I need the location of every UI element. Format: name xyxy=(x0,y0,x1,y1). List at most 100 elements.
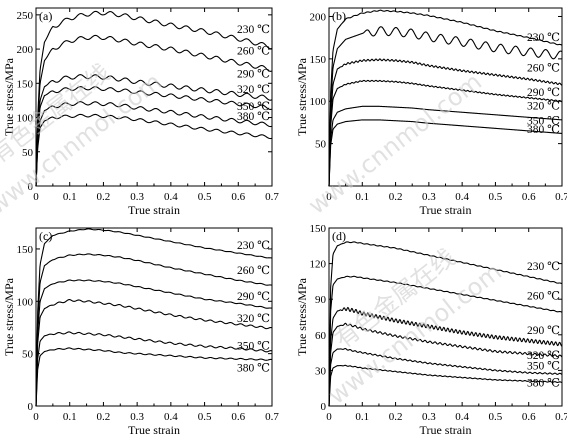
series-line-1-4 xyxy=(328,105,563,187)
series-temp-label: 380 ℃ xyxy=(527,124,560,136)
series-line-3-1 xyxy=(328,275,563,407)
series-temp-label: 320 ℃ xyxy=(527,350,560,362)
series-temp-label: 320 ℃ xyxy=(237,313,270,325)
panel-label: (d) xyxy=(332,229,346,243)
y-tick-label: 30 xyxy=(315,365,327,377)
x-tick-label: 0 xyxy=(33,191,39,203)
series-temp-label: 230 ℃ xyxy=(527,32,560,44)
panel-label: (b) xyxy=(332,9,346,23)
series-temp-label: 230 ℃ xyxy=(237,24,270,36)
x-tick-label: 0.2 xyxy=(97,411,111,423)
x-tick-label: 0.3 xyxy=(130,191,144,203)
y-tick-label: 150 xyxy=(17,244,34,256)
x-tick-label: 0.4 xyxy=(164,411,178,423)
x-tick-label: 0.5 xyxy=(198,191,212,203)
series-temp-label: 320 ℃ xyxy=(527,100,560,112)
series-temp-label: 260 ℃ xyxy=(527,291,560,303)
series-line-2-4 xyxy=(35,331,273,407)
x-tick-label: 0.5 xyxy=(198,411,212,423)
x-tick-label: 0.1 xyxy=(63,191,77,203)
x-tick-label: 0.1 xyxy=(355,411,369,423)
chart-panel-1: 0 0.1 0.2 0.3 0.4 0.5 0.6 0.7 50 100 150 200 True st… xyxy=(295,7,567,217)
series-line-0-1 xyxy=(35,34,273,187)
series-line-2-3 xyxy=(35,298,273,407)
series-temp-label: 350 ℃ xyxy=(527,361,560,373)
x-axis-label: True strain xyxy=(128,423,180,437)
panel-label: (c) xyxy=(39,229,52,243)
x-tick-label: 0.3 xyxy=(422,191,436,203)
x-tick-label: 0.2 xyxy=(97,191,111,203)
series-line-3-5 xyxy=(328,364,563,407)
series-temp-label: 350 ℃ xyxy=(237,340,270,352)
series-line-3-4 xyxy=(328,347,563,407)
y-tick-label: 150 xyxy=(310,54,327,66)
series-temp-label: 230 ℃ xyxy=(527,261,560,273)
x-tick-label: 0.6 xyxy=(231,411,245,423)
series-line-1-2 xyxy=(328,58,563,187)
x-tick-label: 0.5 xyxy=(489,411,503,423)
series-line-2-5 xyxy=(35,347,273,407)
y-tick-label: 200 xyxy=(17,44,34,56)
series-temp-label: 290 ℃ xyxy=(237,69,270,81)
y-axis-label: True stress/MPa xyxy=(2,57,16,136)
series-line-2-0 xyxy=(35,228,273,407)
series-temp-label: 260 ℃ xyxy=(527,62,560,74)
y-tick-label: 90 xyxy=(315,294,327,306)
series-line-1-1 xyxy=(328,26,563,187)
series-line-0-0 xyxy=(35,10,273,187)
series-line-2-2 xyxy=(35,279,273,407)
x-tick-label: 0.6 xyxy=(522,191,536,203)
y-tick-label: 100 xyxy=(310,96,327,108)
x-tick-label: 0.2 xyxy=(389,191,403,203)
chart-panel-3: 0 0.1 0.2 0.3 0.4 0.5 0.6 0.7 0 30 60 90 120 150 True … xyxy=(295,223,567,437)
series-temp-label: 380 ℃ xyxy=(237,111,270,123)
x-tick-label: 0.1 xyxy=(63,411,77,423)
x-tick-label: 0.6 xyxy=(522,411,536,423)
y-axis-label: True stress/MPa xyxy=(295,277,309,356)
x-tick-label: 0 xyxy=(33,411,39,423)
series-line-3-3 xyxy=(328,322,563,407)
series-line-1-5 xyxy=(328,119,563,187)
x-axis-label: True strain xyxy=(420,423,472,437)
series-line-0-5 xyxy=(35,113,273,187)
series-temp-label: 260 ℃ xyxy=(237,265,270,277)
series-temp-label: 350 ℃ xyxy=(237,101,270,113)
panel-label: (a) xyxy=(39,9,52,23)
chart-panel-0: 0 0.1 0.2 0.3 0.4 0.5 0.6 0.7 0 50 100 150 200 250 Tru… xyxy=(2,7,279,217)
x-tick-label: 0.4 xyxy=(455,411,469,423)
chart-panel-2: 0 0.1 0.2 0.3 0.4 0.5 0.6 0.7 0 50 100 150 True stra… xyxy=(2,227,279,437)
series-line-0-3 xyxy=(35,86,273,187)
series-temp-label: 320 ℃ xyxy=(237,84,270,96)
series-line-2-1 xyxy=(35,253,273,407)
series-line-0-4 xyxy=(35,101,273,187)
y-tick-label: 50 xyxy=(22,147,34,159)
x-tick-label: 0.7 xyxy=(555,411,567,423)
x-tick-label: 0.6 xyxy=(231,191,245,203)
x-tick-label: 0.4 xyxy=(455,191,469,203)
y-tick-label: 50 xyxy=(22,349,34,361)
series-temp-label: 380 ℃ xyxy=(527,377,560,389)
series-line-0-2 xyxy=(35,74,273,187)
series-line-3-2 xyxy=(328,306,563,407)
series-line-3-0 xyxy=(328,241,563,407)
series-temp-label: 290 ℃ xyxy=(527,325,560,337)
y-tick-label: 0 xyxy=(28,401,34,413)
y-tick-label: 150 xyxy=(310,223,327,235)
x-axis-label: True strain xyxy=(128,203,180,217)
series-temp-label: 380 ℃ xyxy=(237,362,270,374)
y-axis-label: True stress/MPa xyxy=(295,57,309,136)
series-temp-label: 350 ℃ xyxy=(527,116,560,128)
x-tick-label: 0.2 xyxy=(389,411,403,423)
series-temp-label: 290 ℃ xyxy=(527,87,560,99)
series-line-1-0 xyxy=(328,9,563,187)
series-temp-label: 290 ℃ xyxy=(237,291,270,303)
x-tick-label: 0 xyxy=(326,411,332,423)
y-tick-label: 60 xyxy=(315,330,327,342)
y-tick-label: 100 xyxy=(17,113,34,125)
y-tick-label: 250 xyxy=(17,10,34,22)
series-temp-label: 230 ℃ xyxy=(237,240,270,252)
x-axis-label: True strain xyxy=(420,203,472,217)
y-axis-label: True stress/MPa xyxy=(2,277,16,356)
y-tick-label: 50 xyxy=(315,139,327,151)
